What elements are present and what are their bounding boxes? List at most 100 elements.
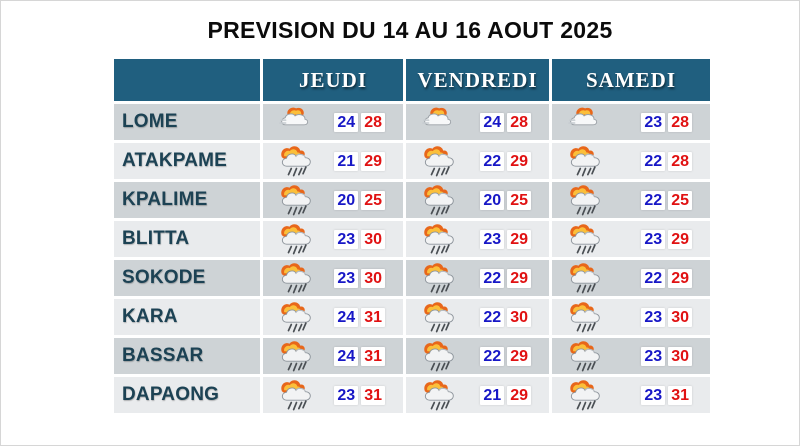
max-temp: 28 — [668, 112, 692, 132]
min-temp: 22 — [480, 307, 505, 327]
header-day-vendredi: VENDREDI — [406, 59, 549, 101]
table-row: BASSAR 24 31 22 29 23 30 — [114, 338, 710, 374]
sun-rain-icon — [277, 145, 315, 177]
table-row: BLITTA 23 30 23 29 23 29 — [114, 221, 710, 257]
max-temp: 29 — [507, 229, 531, 249]
min-temp: 20 — [480, 190, 505, 210]
min-temp: 23 — [334, 385, 359, 405]
forecast-cell: 22 29 — [406, 338, 549, 374]
temperature-pair: 24 31 — [334, 346, 385, 366]
min-temp: 23 — [480, 229, 505, 249]
max-temp: 28 — [507, 112, 531, 132]
sun-rain-icon — [566, 262, 604, 294]
table-row: KARA 24 31 22 30 23 30 — [114, 299, 710, 335]
sun-rain-icon — [420, 223, 458, 255]
max-temp: 25 — [668, 190, 692, 210]
sun-rain-icon — [420, 379, 458, 411]
sun-rain-icon — [566, 340, 604, 372]
city-name: DAPAONG — [114, 377, 260, 413]
sun-rain-icon — [566, 184, 604, 216]
max-temp: 31 — [361, 346, 385, 366]
table-row: ATAKPAME 21 29 22 29 22 28 — [114, 143, 710, 179]
sun-cloud-icon — [277, 106, 315, 138]
sun-rain-icon — [277, 223, 315, 255]
table-row: SOKODE 23 30 22 29 22 29 — [114, 260, 710, 296]
header-city-cell — [114, 59, 260, 101]
sun-rain-icon — [277, 379, 315, 411]
sun-cloud-icon — [420, 106, 458, 138]
header-day-samedi: SAMEDI — [552, 59, 710, 101]
forecast-cell: 23 30 — [263, 260, 403, 296]
sun-rain-icon — [277, 340, 315, 372]
sun-cloud-icon — [566, 106, 604, 138]
table-row: LOME 24 28 24 28 23 28 — [114, 104, 710, 140]
forecast-cell: 24 28 — [263, 104, 403, 140]
forecast-cell: 23 28 — [552, 104, 710, 140]
temperature-pair: 20 25 — [334, 190, 385, 210]
max-temp: 25 — [361, 190, 385, 210]
forecast-cell: 24 28 — [406, 104, 549, 140]
sun-rain-icon — [420, 301, 458, 333]
sun-rain-icon — [566, 379, 604, 411]
forecast-cell: 21 29 — [406, 377, 549, 413]
min-temp: 23 — [334, 229, 359, 249]
forecast-cell: 23 31 — [552, 377, 710, 413]
min-temp: 21 — [334, 151, 359, 171]
temperature-pair: 22 28 — [641, 151, 692, 171]
temperature-pair: 23 30 — [334, 268, 385, 288]
temperature-pair: 21 29 — [480, 385, 531, 405]
sun-rain-icon — [277, 184, 315, 216]
sun-rain-icon — [277, 262, 315, 294]
city-name: ATAKPAME — [114, 143, 260, 179]
max-temp: 30 — [507, 307, 531, 327]
min-temp: 23 — [641, 346, 666, 366]
page-title: PREVISION DU 14 AU 16 AOUT 2025 — [207, 17, 613, 43]
min-temp: 23 — [641, 229, 666, 249]
sun-rain-icon — [566, 145, 604, 177]
max-temp: 31 — [668, 385, 692, 405]
header-day-jeudi: JEUDI — [263, 59, 403, 101]
temperature-pair: 22 29 — [641, 268, 692, 288]
forecast-cell: 21 29 — [263, 143, 403, 179]
forecast-cell: 23 30 — [263, 221, 403, 257]
temperature-pair: 23 31 — [641, 385, 692, 405]
forecast-cell: 23 29 — [406, 221, 549, 257]
min-temp: 22 — [480, 151, 505, 171]
temperature-pair: 22 29 — [480, 268, 531, 288]
city-name: KPALIME — [114, 182, 260, 218]
forecast-cell: 22 29 — [552, 260, 710, 296]
min-temp: 23 — [334, 268, 359, 288]
max-temp: 31 — [361, 385, 385, 405]
table-header-row: JEUDI VENDREDI SAMEDI — [114, 59, 710, 101]
max-temp: 31 — [361, 307, 385, 327]
temperature-pair: 20 25 — [480, 190, 531, 210]
max-temp: 25 — [507, 190, 531, 210]
temperature-pair: 23 29 — [480, 229, 531, 249]
min-temp: 22 — [641, 190, 666, 210]
forecast-cell: 22 29 — [406, 143, 549, 179]
max-temp: 29 — [507, 346, 531, 366]
max-temp: 29 — [507, 151, 531, 171]
table-body: LOME 24 28 24 28 23 28 ATAKPAME 21 29 — [114, 104, 710, 413]
max-temp: 28 — [668, 151, 692, 171]
city-name: BLITTA — [114, 221, 260, 257]
temperature-pair: 24 28 — [480, 112, 531, 132]
sun-rain-icon — [566, 301, 604, 333]
temperature-pair: 23 28 — [641, 112, 692, 132]
forecast-cell: 22 25 — [552, 182, 710, 218]
forecast-cell: 23 30 — [552, 299, 710, 335]
temperature-pair: 22 29 — [480, 151, 531, 171]
city-name: KARA — [114, 299, 260, 335]
max-temp: 29 — [507, 268, 531, 288]
max-temp: 28 — [361, 112, 385, 132]
max-temp: 30 — [361, 268, 385, 288]
min-temp: 22 — [480, 346, 505, 366]
city-name: BASSAR — [114, 338, 260, 374]
min-temp: 21 — [480, 385, 505, 405]
forecast-cell: 23 31 — [263, 377, 403, 413]
forecast-cell: 22 29 — [406, 260, 549, 296]
min-temp: 22 — [641, 268, 666, 288]
forecast-cell: 22 28 — [552, 143, 710, 179]
forecast-cell: 20 25 — [406, 182, 549, 218]
sun-rain-icon — [566, 223, 604, 255]
